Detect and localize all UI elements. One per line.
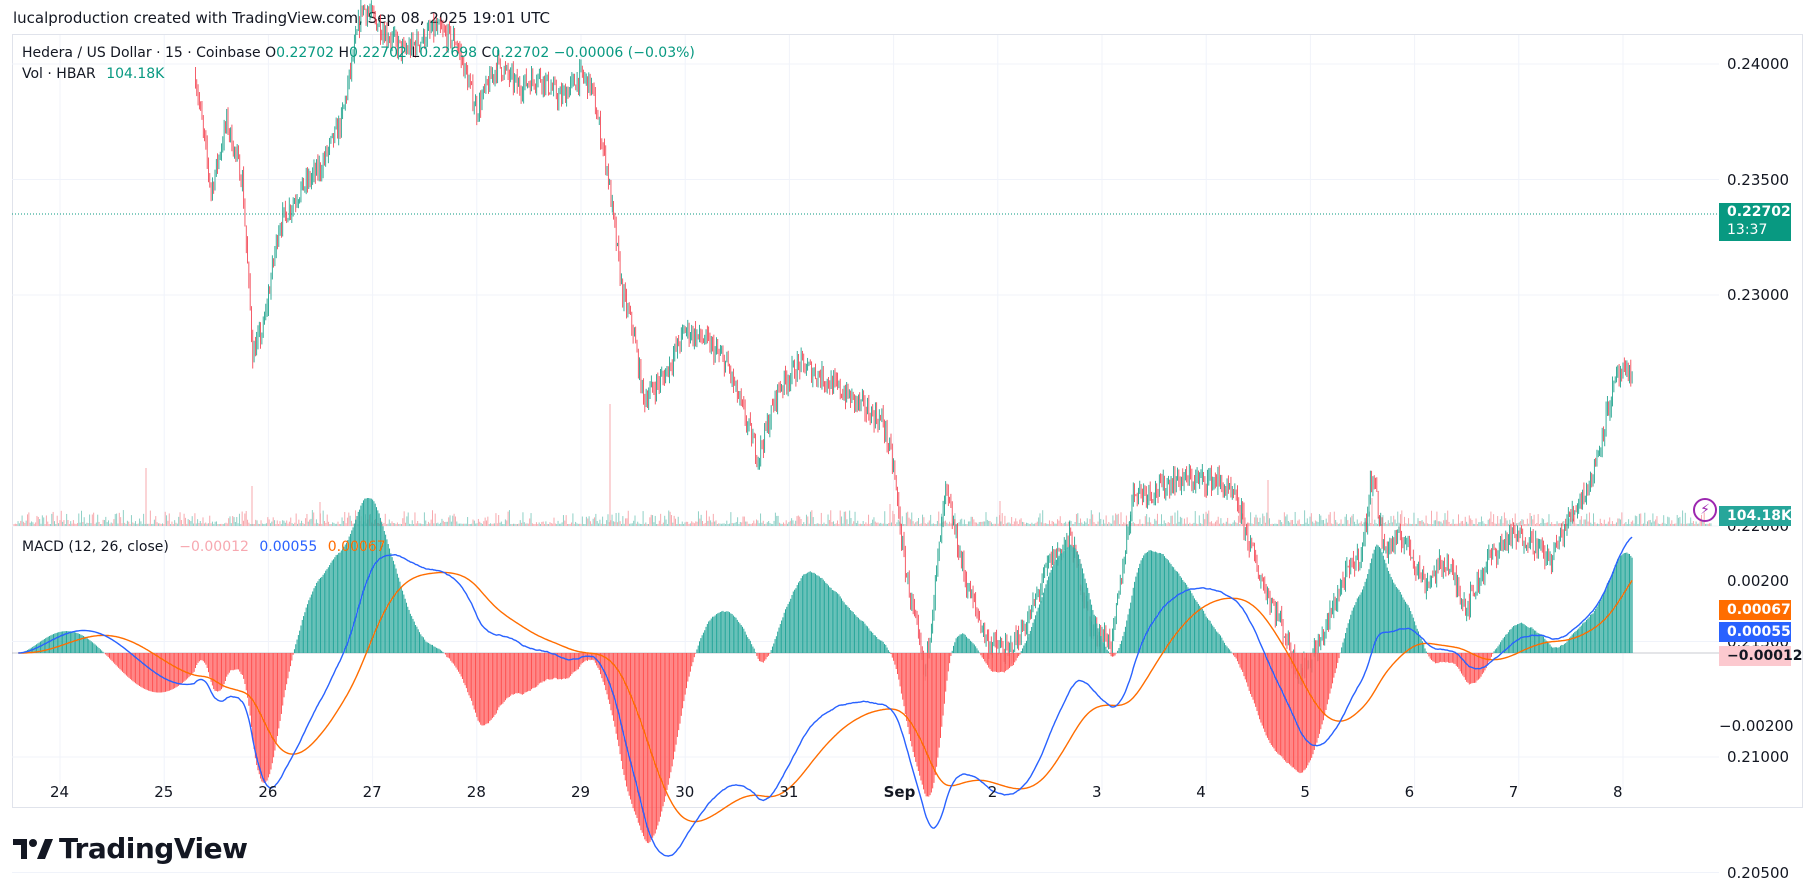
close-label: C: [481, 45, 492, 61]
time-tick-label: 7: [1508, 783, 1519, 801]
price-tick-label: 0.24000: [1727, 55, 1790, 73]
price-tick-label: 0.23500: [1727, 170, 1790, 189]
tradingview-logo-icon: [13, 838, 53, 859]
macd-histogram: [19, 498, 1633, 844]
macd-signal-value: 0.00067: [327, 539, 386, 555]
price-tick-label: 0.23000: [1727, 286, 1790, 304]
symbol-name[interactable]: Hedera / US Dollar · 15 · Coinbase: [22, 45, 261, 61]
chart-caption: lucalproduction created with TradingView…: [13, 9, 551, 27]
macd-legend[interactable]: MACD (12, 26, close) −0.00012 0.00055 0.…: [22, 539, 386, 555]
time-tick-label: 8: [1613, 783, 1623, 801]
low-label: L: [411, 45, 420, 61]
time-tick-label: 29: [571, 783, 591, 801]
change-value: −0.00006 (−0.03%): [553, 45, 695, 61]
volume-legend[interactable]: Vol · HBAR 104.18K: [22, 66, 164, 82]
last-price-value: 0.22702: [1727, 204, 1791, 220]
last-price-tag: 0.22702 13:37: [1719, 203, 1791, 241]
volume-bars: [13, 404, 1712, 526]
macd-line-tag: 0.00055: [1719, 622, 1791, 642]
time-tick-label: 31: [779, 783, 799, 801]
volume-value: 104.18K: [106, 66, 165, 82]
price-candles: [195, 0, 1633, 688]
macd-signal-tag: 0.00067: [1719, 600, 1791, 620]
macd-line: [18, 536, 1633, 857]
macd-signal-line: [18, 571, 1633, 823]
time-tick-label: 28: [466, 783, 486, 801]
macd-tick-label: 0.00200: [1727, 571, 1790, 590]
lightning-icon[interactable]: ⚡: [1693, 498, 1717, 522]
time-tick-label: 30: [675, 783, 695, 801]
open-value: 0.22702: [276, 45, 335, 61]
high-label: H: [338, 45, 350, 61]
time-tick-label: 26: [258, 783, 278, 801]
volume-label: Vol · HBAR: [22, 66, 96, 82]
time-tick-label: 5: [1300, 783, 1310, 801]
macd-hist-value: −0.00012: [179, 539, 249, 555]
macd-line-value: 0.00055: [259, 539, 318, 555]
brand-name: TradingView: [59, 832, 248, 865]
high-value: 0.22702: [349, 45, 407, 61]
time-tick-label: 6: [1404, 783, 1415, 801]
volume-tag: 104.18K: [1719, 506, 1792, 526]
symbol-legend[interactable]: Hedera / US Dollar · 15 · Coinbase O0.22…: [22, 45, 695, 61]
low-value: 0.22698: [419, 45, 478, 61]
time-tick-label: 2: [987, 783, 998, 801]
price-tick-label: 0.20500: [1727, 863, 1790, 882]
time-tick-label: 24: [50, 783, 70, 801]
time-tick-label: 4: [1196, 783, 1206, 801]
macd-label: MACD (12, 26, close): [22, 539, 169, 555]
time-tick-label: 25: [154, 783, 174, 801]
close-value: 0.22702: [491, 45, 550, 61]
open-label: O: [265, 45, 277, 61]
chart-frame[interactable]: [12, 34, 1803, 808]
bar-countdown: 13:37: [1727, 222, 1768, 238]
time-tick-label: Sep: [883, 783, 916, 801]
price-tick-label: 0.21000: [1727, 748, 1790, 766]
time-tick-label: 3: [1092, 783, 1102, 801]
macd-tick-label: −0.00200: [1719, 716, 1794, 735]
tradingview-logo[interactable]: TradingView: [13, 832, 248, 865]
time-tick-label: 27: [362, 783, 382, 801]
macd-hist-tag: −0.00012: [1719, 646, 1803, 666]
